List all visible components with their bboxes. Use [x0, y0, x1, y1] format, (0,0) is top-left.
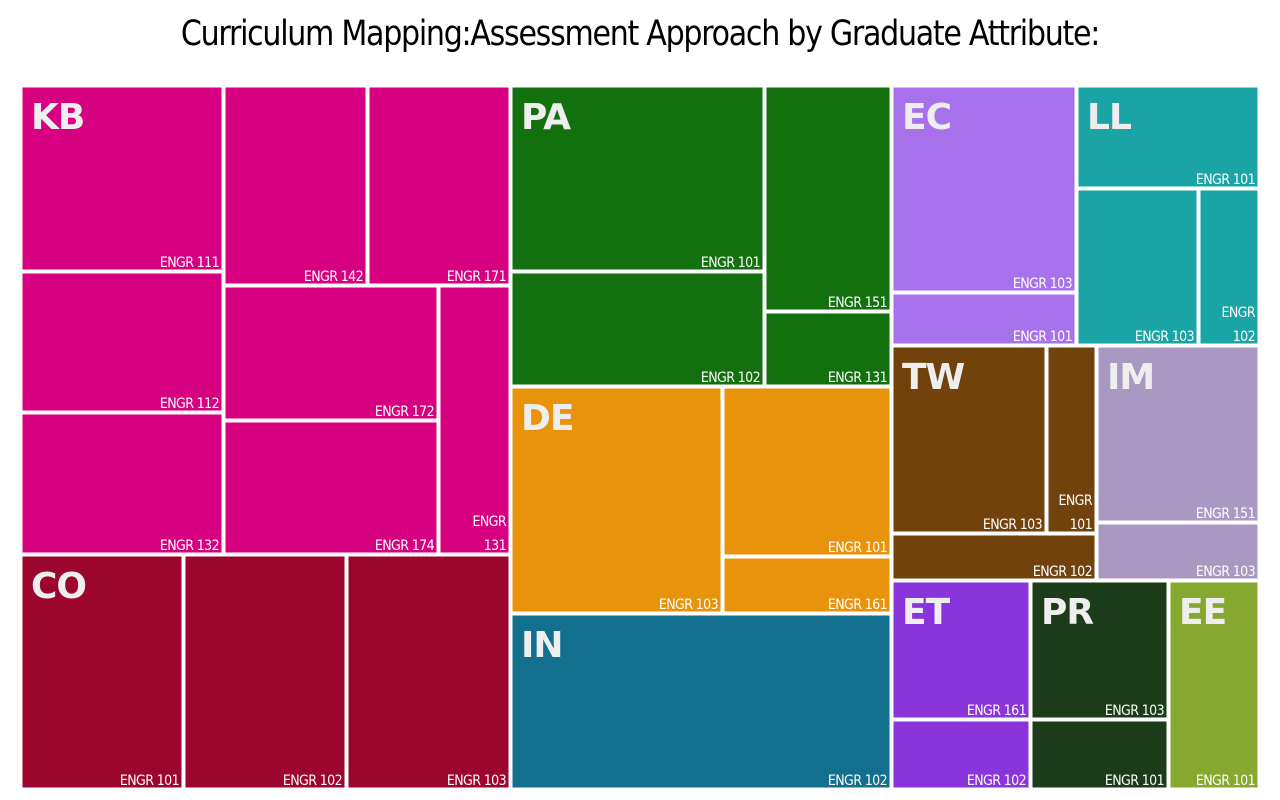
cell-label: ENGR 102 [1033, 564, 1092, 580]
cell-label: ENGR 101 [701, 255, 760, 271]
cell-label: 131 [484, 538, 506, 554]
treemap-cell[interactable] [1168, 580, 1260, 790]
cell-label: ENGR 171 [447, 269, 506, 285]
cell-label: ENGR 174 [375, 538, 435, 554]
cell-label: ENGR 142 [304, 269, 363, 285]
treemap-cell[interactable] [722, 386, 892, 557]
treemap-cell[interactable] [510, 271, 765, 387]
treemap-cell[interactable] [891, 345, 1047, 534]
cell-label: ENGR 131 [828, 370, 887, 386]
cell-label: ENGR 101 [828, 540, 887, 556]
cell-label: ENGR 102 [701, 370, 760, 386]
cell-label: ENGR 103 [1196, 564, 1255, 580]
group-et: ENGR 161 ENGR 102 ET [891, 580, 1031, 790]
cell-label: ENGR [1222, 305, 1256, 321]
treemap-cell[interactable] [891, 580, 1031, 720]
group-label: IN [521, 625, 563, 666]
group-ec: ENGR 103 ENGR 101 EC [891, 85, 1077, 346]
cell-label: ENGR 103 [447, 773, 506, 789]
treemap-cell[interactable] [1198, 188, 1260, 346]
group-label: TW [902, 357, 965, 398]
group-label: KB [31, 97, 84, 138]
group-im: ENGR 151 ENGR 103 IM [1096, 345, 1260, 581]
group-label: PR [1041, 592, 1093, 633]
chart-title: Curriculum Mapping:Assessment Approach b… [180, 14, 1100, 54]
treemap-cell[interactable] [20, 271, 224, 413]
group-label: PA [521, 97, 571, 138]
group-label: DE [521, 398, 573, 439]
cell-label: ENGR 103 [1135, 329, 1194, 345]
cell-label: ENGR 132 [160, 538, 219, 554]
treemap-cell[interactable] [1030, 719, 1169, 790]
cell-label: ENGR 111 [160, 255, 219, 271]
group-kb: ENGR 111 ENGR 142 ENGR 171 ENGR 112 ENGR 172… [20, 85, 511, 555]
cell-label: ENGR 102 [283, 773, 342, 789]
cell-label: ENGR [473, 514, 507, 530]
group-ee: ENGR 101 EE [1168, 580, 1260, 790]
treemap-cell[interactable] [1096, 522, 1260, 581]
cell-label: ENGR 151 [1196, 506, 1255, 522]
group-ll: ENGR 101 ENGR 103 ENGR 102 LL [1076, 85, 1260, 346]
cell-label: ENGR 103 [1013, 276, 1072, 292]
cell-label: ENGR 161 [828, 597, 887, 613]
treemap-cell[interactable] [1076, 188, 1199, 346]
treemap-cell[interactable] [891, 533, 1097, 581]
group-de: ENGR 103 ENGR 101 ENGR 161 DE [510, 386, 892, 614]
treemap-cell[interactable] [183, 554, 347, 790]
cell-label: ENGR 103 [983, 517, 1042, 533]
cell-label: 102 [1233, 329, 1255, 345]
cell-label: ENGR 102 [828, 773, 887, 789]
treemap-cell[interactable] [891, 292, 1077, 346]
treemap-cell[interactable] [20, 85, 224, 272]
group-co: ENGR 101 ENGR 102 ENGR 103 CO [20, 554, 511, 790]
treemap-cell[interactable] [223, 420, 439, 555]
treemap-cell[interactable] [223, 85, 368, 286]
cell-label: 101 [1070, 517, 1092, 533]
cell-label: ENGR 101 [1196, 773, 1255, 789]
treemap-cell[interactable] [510, 85, 765, 272]
group-label: CO [31, 566, 86, 607]
cell-label: ENGR 101 [1196, 172, 1255, 188]
treemap-cell[interactable] [1030, 580, 1169, 720]
cell-label: ENGR 103 [1105, 703, 1164, 719]
treemap-cell[interactable] [891, 719, 1031, 790]
group-pa: ENGR 101 ENGR 151 ENGR 102 ENGR 131 PA [510, 85, 892, 387]
treemap-cell[interactable] [764, 85, 892, 312]
cell-label: ENGR 151 [828, 295, 887, 311]
cell-label: ENGR 103 [659, 597, 718, 613]
treemap-cell[interactable] [367, 85, 511, 286]
cell-label: ENGR 112 [160, 396, 219, 412]
group-label: EE [1179, 592, 1226, 633]
cell-label: ENGR 161 [967, 703, 1026, 719]
cell-label: ENGR 102 [967, 773, 1026, 789]
treemap-cell[interactable] [891, 85, 1077, 293]
treemap-cell[interactable] [722, 556, 892, 614]
treemap-cell[interactable] [20, 554, 184, 790]
cell-label: ENGR 172 [375, 404, 434, 420]
group-label: EC [902, 97, 951, 138]
treemap-cell[interactable] [764, 311, 892, 387]
treemap-cell[interactable] [223, 285, 439, 421]
treemap-cell[interactable] [20, 412, 224, 555]
treemap-cell[interactable] [1096, 345, 1260, 523]
cell-label: ENGR 101 [1105, 773, 1164, 789]
treemap-cell[interactable] [510, 613, 892, 790]
cell-label: ENGR 101 [1013, 329, 1072, 345]
treemap-cell[interactable] [1076, 85, 1260, 189]
treemap-cell[interactable] [438, 285, 511, 555]
group-pr: ENGR 103 ENGR 101 PR [1030, 580, 1169, 790]
treemap-cell[interactable] [1046, 345, 1097, 534]
group-in: ENGR 102 IN [510, 613, 892, 790]
group-label: ET [902, 592, 951, 633]
treemap-cell[interactable] [346, 554, 511, 790]
group-label: LL [1087, 97, 1131, 138]
cell-label: ENGR [1059, 493, 1093, 509]
cell-label: ENGR 101 [120, 773, 179, 789]
treemap-cell[interactable] [510, 386, 723, 614]
group-tw: ENGR 103 ENGR 101 ENGR 102 TW [891, 345, 1097, 581]
group-label: IM [1107, 357, 1154, 398]
